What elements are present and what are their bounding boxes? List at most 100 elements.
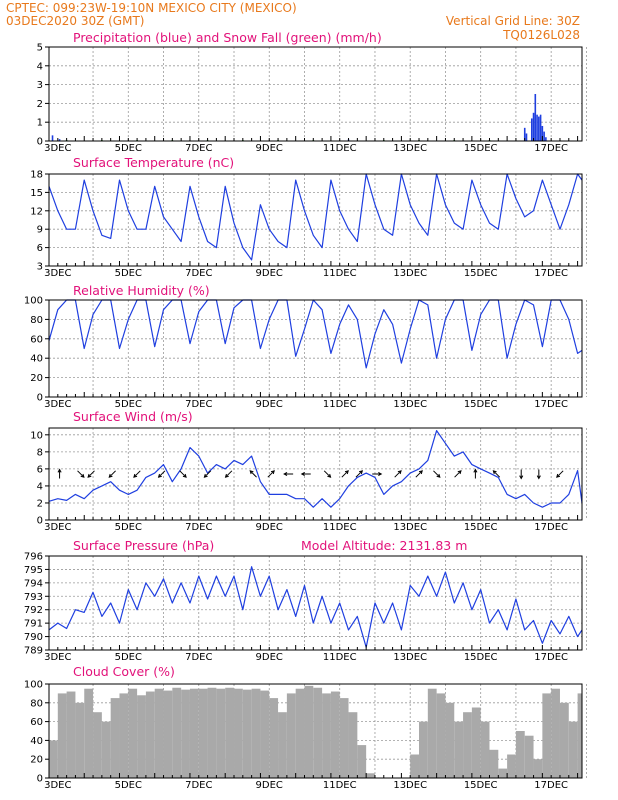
cloud-bar [269, 698, 279, 778]
plot-frame [48, 555, 583, 651]
cloud-bar [154, 688, 164, 778]
bar-precip [51, 135, 54, 141]
header-run-time: 03DEC2020 30Z (GMT) [6, 14, 144, 28]
panel-title: Precipitation (blue) and Snow Fall (gree… [73, 30, 382, 45]
x-tick-label: 11DEC [323, 399, 357, 410]
wind-arrow [355, 470, 364, 478]
wind-arrow-head [378, 471, 383, 477]
x-tick-label: 13DEC [393, 399, 427, 410]
y-tick-label: 60 [30, 717, 43, 728]
wind-arrow [556, 470, 564, 478]
wind-arrow [77, 470, 85, 478]
x-tick-label: 5DEC [115, 652, 142, 663]
wind-arrow-shaft [355, 470, 363, 478]
bar-precip [536, 114, 538, 141]
y-tick-label: 0 [37, 516, 43, 527]
wind-arrow [433, 470, 441, 478]
wind-arrow [179, 470, 187, 478]
wind-arrow-head [80, 473, 85, 478]
y-tick-label: 0 [37, 137, 43, 148]
y-tick-label: 40 [30, 354, 43, 365]
cloud-bar [101, 721, 111, 778]
bar-precip [541, 125, 544, 141]
y-tick-label: 0 [37, 393, 43, 404]
y-tick-label: 60 [30, 334, 43, 345]
wind-arrow [454, 470, 462, 478]
wind-arrow [108, 470, 116, 478]
y-tick-label: 792 [24, 605, 43, 616]
wind-arrow [473, 468, 478, 479]
wind-arrow-shaft [133, 470, 141, 478]
wind-arrow-head [492, 470, 497, 475]
x-tick-label: 3DEC [44, 399, 71, 410]
cloud-bar [57, 693, 67, 778]
x-tick-label: 3DEC [44, 652, 71, 663]
cloud-bar [84, 688, 94, 778]
x-tick-label: 11DEC [323, 143, 357, 154]
header-location: CPTEC: 099:23W-19:10N MEXICO CITY (MEXIC… [6, 1, 297, 15]
wind-arrow-head [270, 470, 275, 475]
wind-arrow-shaft [108, 470, 116, 478]
pres-line [48, 566, 583, 648]
x-tick-label: 5DEC [115, 522, 142, 533]
cloud-bar [507, 754, 516, 778]
y-tick-label: 15 [30, 188, 43, 199]
x-tick-label: 7DEC [185, 780, 212, 791]
wind-arrow-shaft [341, 470, 349, 478]
cloud-bar [471, 707, 481, 778]
cloud-bar [454, 721, 464, 778]
cloud-bar [93, 712, 102, 778]
bar-precip [538, 116, 540, 141]
x-tick-label: 3DEC [44, 780, 71, 791]
bar-precip [539, 114, 542, 141]
plot-frame [48, 173, 583, 267]
x-tick-label: 17DEC [534, 399, 568, 410]
cloud-bar [515, 731, 525, 778]
wind-arrow-head [519, 475, 524, 480]
cloud-bar [278, 712, 287, 778]
x-tick-label: 15DEC [464, 143, 498, 154]
cloud-bar [75, 702, 85, 778]
wind-arrow-head [344, 470, 349, 475]
bar-precip [532, 112, 535, 141]
wind-arrow-shaft [394, 470, 402, 478]
cloud-bar [568, 721, 578, 778]
y-tick-label: 6 [37, 243, 43, 254]
y-tick-label: 9 [37, 225, 43, 236]
panel-precip: 0 1 2 3 4 5 3DEC 5DEC 7DEC 9DEC 11DEC 13DEC 15DEC 17D… [37, 30, 587, 154]
x-tick-label: 5DEC [115, 143, 142, 154]
wind-arrow-head [397, 470, 402, 475]
plot-frame [48, 46, 583, 142]
y-tick-label: 8 [37, 447, 43, 458]
y-tick-label: 80 [30, 698, 43, 709]
x-tick-label: 5DEC [115, 399, 142, 410]
y-tick-label: 4 [37, 61, 43, 72]
y-tick-label: 0 [37, 774, 43, 785]
cloud-bar [66, 691, 76, 778]
panel-title: Surface Temperature (nC) [73, 155, 234, 170]
panel-rh: 0 20 40 60 80 100 3DEC 5DEC 7DEC 9DEC 11DEC 13DEC 15… [24, 283, 587, 410]
wind-line [48, 430, 583, 508]
wind-arrow-head [327, 473, 332, 478]
cloud-bar [463, 712, 472, 778]
wind-arrow-head [87, 473, 92, 478]
cloud-bar [260, 690, 270, 778]
x-tick-label: 5DEC [115, 268, 142, 279]
wind-arrow [519, 469, 524, 480]
x-tick-label: 13DEC [393, 268, 427, 279]
y-tick-label: 18 [30, 170, 43, 181]
wind-arrow [415, 470, 423, 478]
panel-title: Surface Pressure (hPa) [73, 538, 214, 553]
cloud-bar [172, 687, 182, 778]
bar-precip [525, 133, 528, 141]
cloud-bar [559, 702, 569, 778]
x-tick-label: 3DEC [44, 143, 71, 154]
bar-precip [534, 94, 537, 141]
cloud-bar [137, 695, 146, 778]
wind-arrow [300, 471, 311, 477]
wind-arrow-shaft [556, 470, 564, 478]
rh-line [48, 299, 583, 369]
cloud-bar [330, 691, 340, 778]
wind-arrow-shaft [267, 470, 275, 478]
wind-arrow [341, 470, 349, 478]
